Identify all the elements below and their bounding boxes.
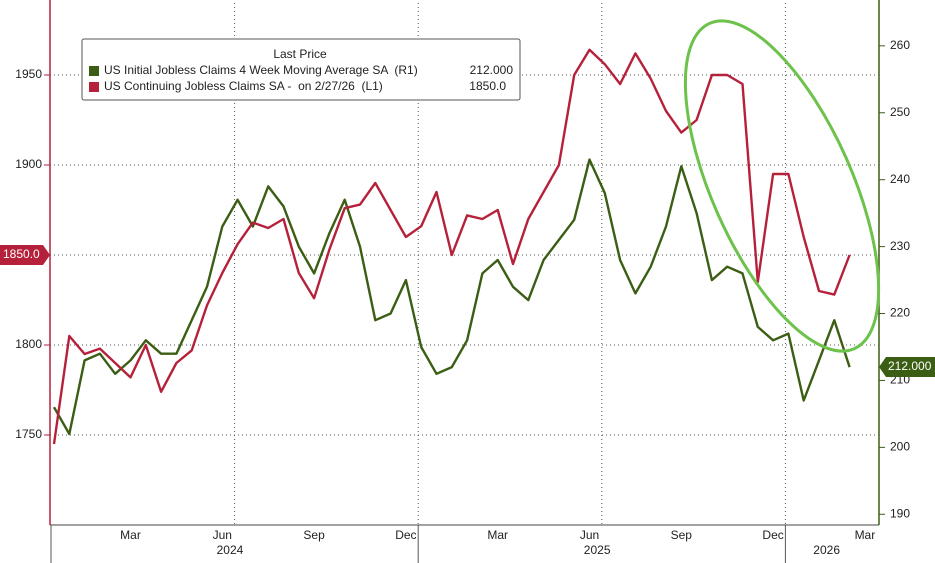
year-label: 2024 bbox=[217, 543, 244, 557]
y-tick-label: 1900 bbox=[15, 157, 42, 171]
y-tick-label: 1950 bbox=[15, 67, 42, 81]
y-tick-label: 1800 bbox=[15, 337, 42, 351]
x-tick-label: Sep bbox=[671, 528, 693, 542]
legend-label: US Initial Jobless Claims 4 Week Moving … bbox=[104, 63, 418, 77]
x-tick-label: Dec bbox=[395, 528, 416, 542]
y-tick-label: 1750 bbox=[15, 427, 42, 441]
y2-tick-label: 240 bbox=[890, 172, 910, 186]
x-tick-label: Jun bbox=[580, 528, 599, 542]
y2-tick-label: 230 bbox=[890, 239, 910, 253]
y2-tick-label: 250 bbox=[890, 105, 910, 119]
legend-value: 1850.0 bbox=[469, 79, 506, 93]
legend-swatch bbox=[89, 82, 99, 92]
x-tick-label: Dec bbox=[762, 528, 783, 542]
y2-tick-label: 260 bbox=[890, 38, 910, 52]
x-tick-label: Mar bbox=[487, 528, 508, 542]
legend-title: Last Price bbox=[273, 47, 327, 61]
y2-tick-label: 190 bbox=[890, 506, 910, 520]
legend-value: 212.000 bbox=[470, 63, 514, 77]
plot bbox=[52, 48, 851, 445]
year-label: 2025 bbox=[584, 543, 611, 557]
legend-label: US Continuing Jobless Claims SA - on 2/2… bbox=[104, 79, 383, 93]
y2-tick-label: 220 bbox=[890, 306, 910, 320]
x-tick-label: Sep bbox=[303, 528, 325, 542]
series-line bbox=[52, 158, 851, 436]
legend: Last Price US Initial Jobless Claims 4 W… bbox=[81, 38, 521, 101]
legend-box bbox=[81, 38, 521, 101]
last-value-box bbox=[879, 357, 935, 378]
legend-swatch bbox=[89, 66, 99, 76]
last-value-label: 1850.0 bbox=[3, 247, 40, 261]
x-tick-label: Mar bbox=[855, 528, 876, 542]
highlight-ellipse bbox=[683, 19, 881, 353]
y2-tick-label: 200 bbox=[890, 440, 910, 454]
series-line bbox=[52, 48, 851, 445]
x-tick-label: Mar bbox=[120, 528, 141, 542]
last-value-label: 212.000 bbox=[888, 359, 932, 373]
x-tick-label: Jun bbox=[213, 528, 232, 542]
last-value-box bbox=[0, 245, 50, 265]
year-label: 2026 bbox=[813, 543, 840, 557]
labels: 212.000 1850.0 bbox=[0, 245, 935, 378]
